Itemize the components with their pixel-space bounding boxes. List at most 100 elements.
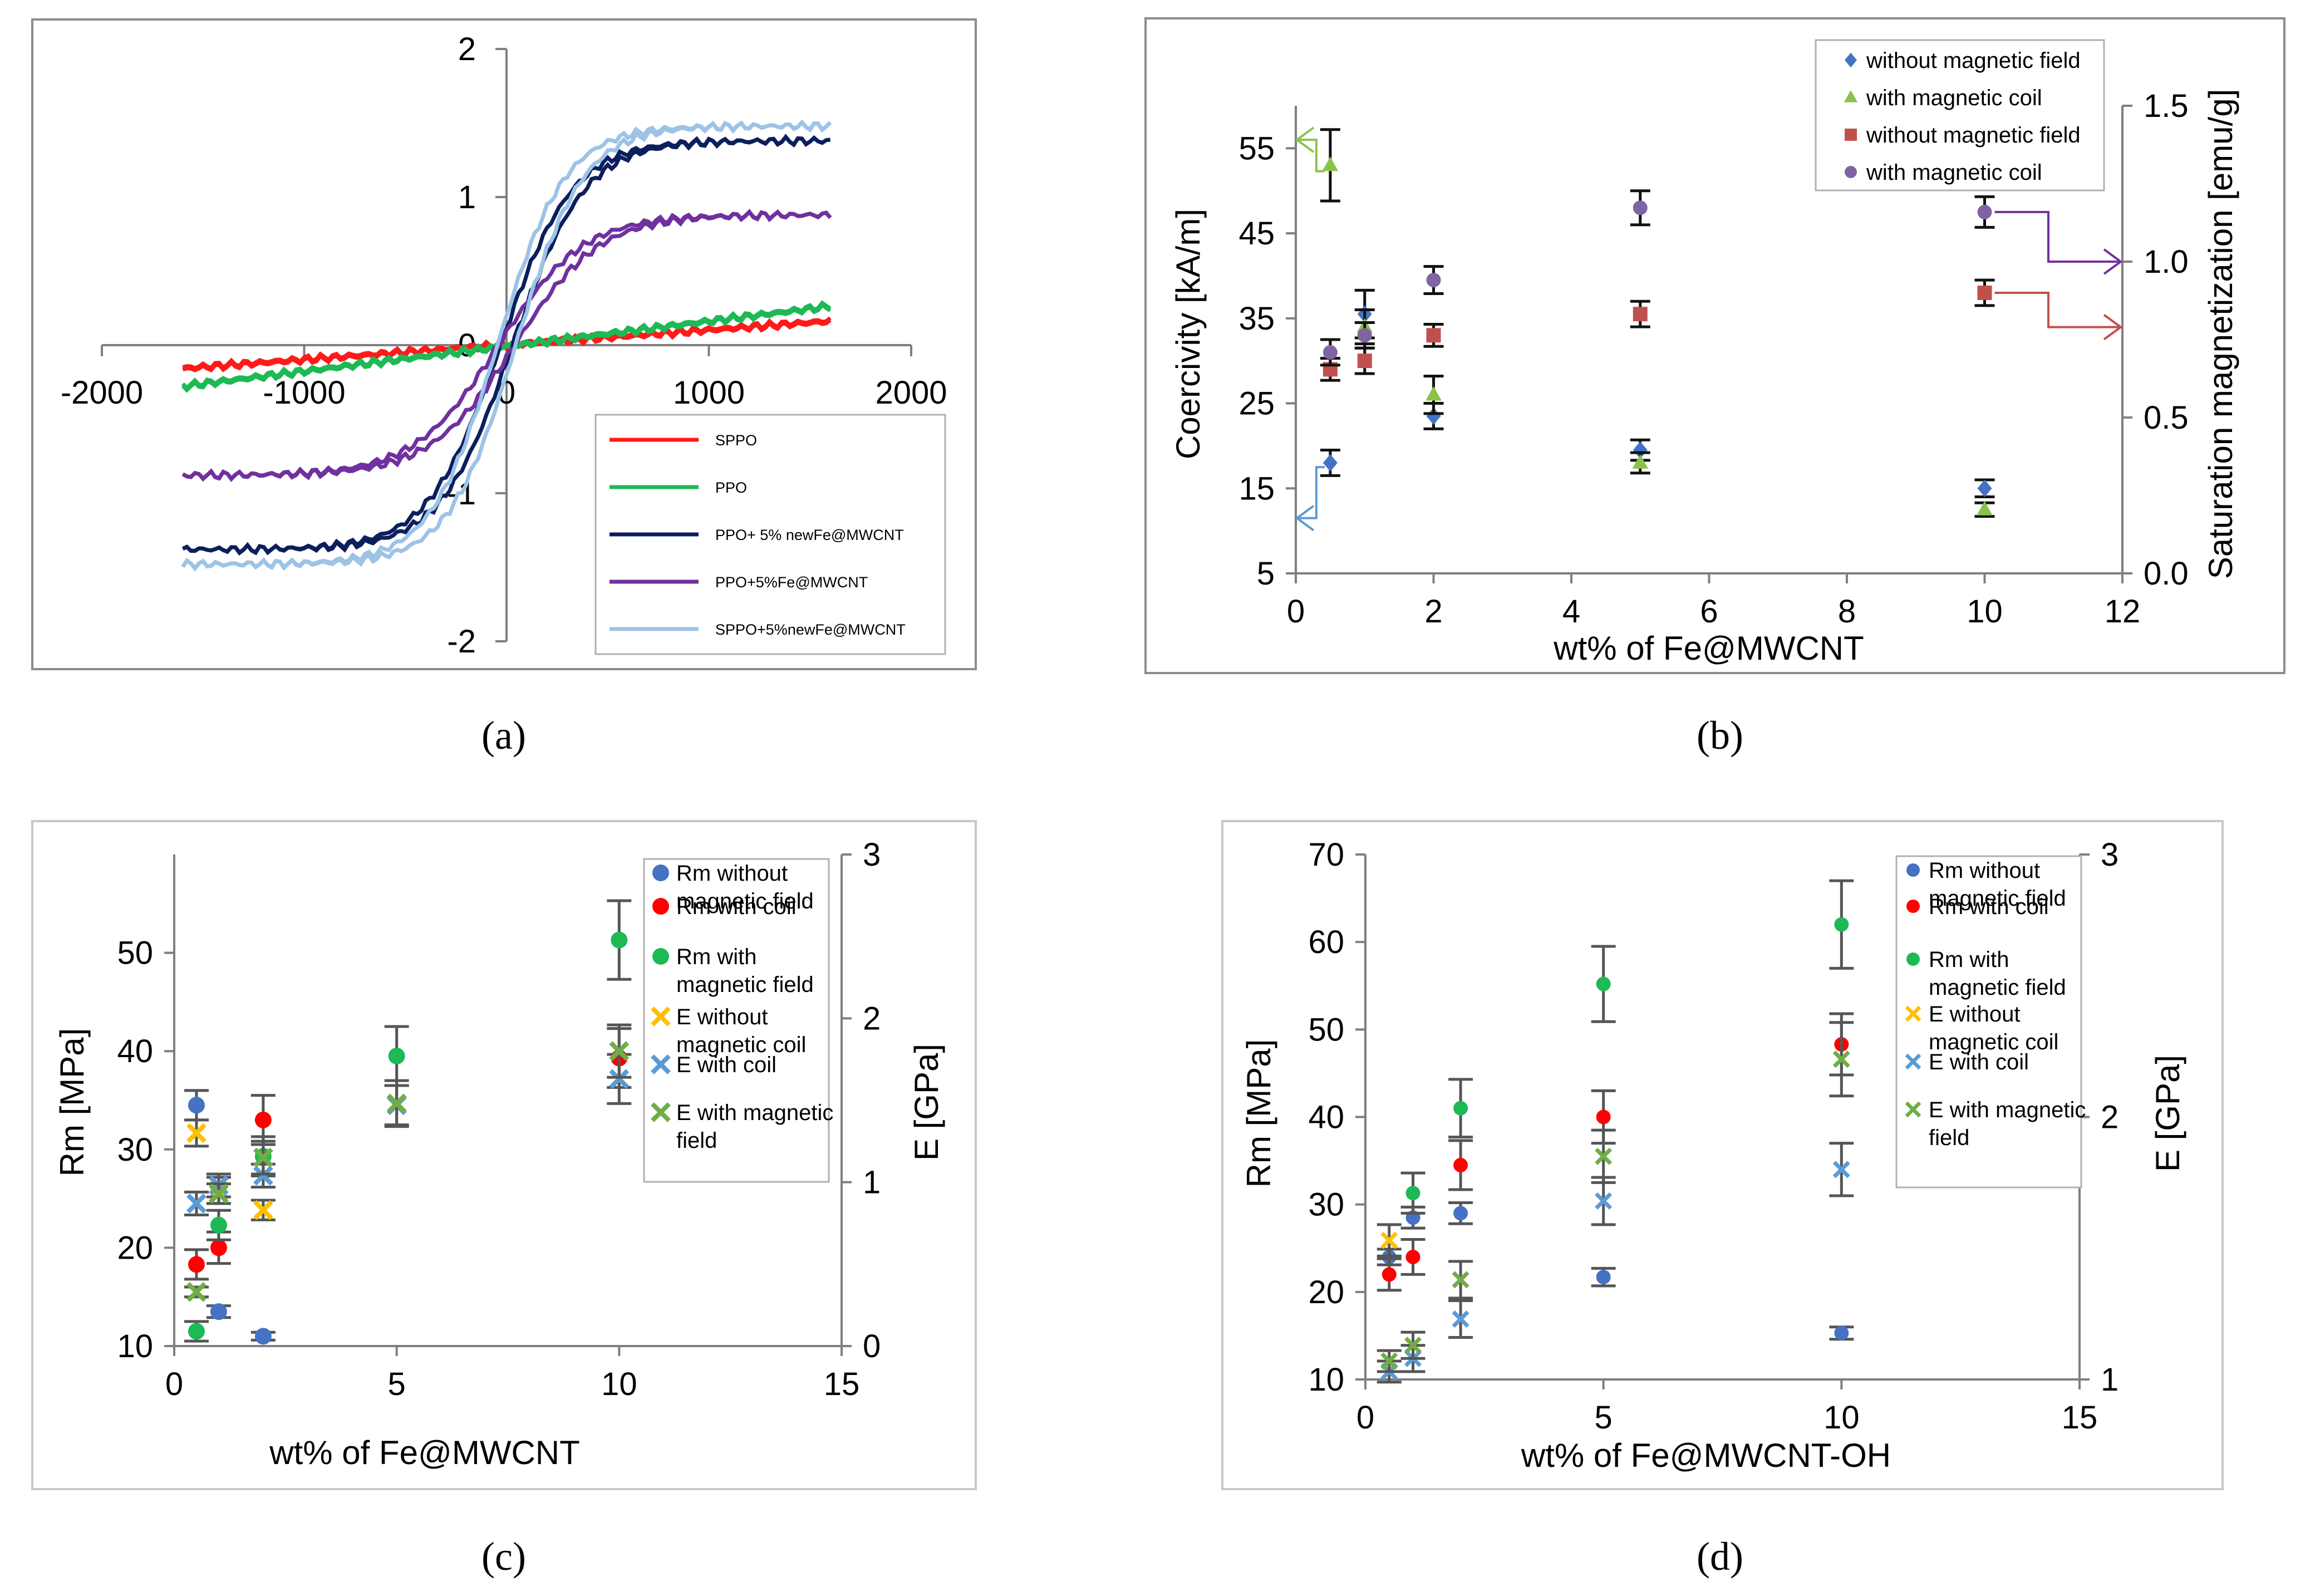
c-marker-stroke: [209, 1184, 229, 1204]
c-marker: [652, 865, 669, 881]
d-marker-stroke: [1595, 1147, 1613, 1165]
d-marker: [1832, 1161, 1850, 1178]
b-y2-tick-label: 0.0: [2144, 556, 2189, 592]
a-legend-label: PPO+5%Fe@MWCNT: [715, 574, 868, 591]
b-y2-axis-title: Saturation magnetization [emu/g]: [2202, 89, 2239, 580]
c-marker: [253, 1147, 273, 1168]
d-marker: [1595, 1192, 1613, 1210]
c-marker: [388, 1048, 405, 1065]
d-y2-tick-label: 3: [2101, 837, 2119, 873]
d-marker: [1906, 863, 1920, 877]
a-x-tick-label: 2000: [875, 375, 947, 411]
b-axis-arrow: [1994, 210, 2121, 263]
d-marker: [1453, 1206, 1468, 1221]
c-marker-stroke: [253, 1200, 273, 1220]
b-marker: [1977, 479, 1992, 497]
d-marker: [1382, 1267, 1397, 1282]
c-marker: [188, 1097, 205, 1114]
c-marker-stroke: [386, 1093, 407, 1114]
b-marker: [1357, 328, 1372, 343]
d-x-tick-label: 15: [2062, 1399, 2098, 1436]
caption-b: (b): [1697, 713, 1743, 758]
d-y-tick-label: 60: [1308, 924, 1344, 960]
c-marker-stroke: [186, 1123, 207, 1143]
b-x-axis-title: wt% of Fe@MWCNT: [1553, 630, 1864, 667]
c-legend-label: Rm with coil: [676, 895, 797, 919]
b-y-tick-label: 5: [1257, 556, 1275, 592]
b-x-tick-label: 0: [1287, 593, 1305, 630]
b-x-tick-label: 6: [1700, 593, 1718, 630]
d-marker: [1404, 1337, 1422, 1354]
c-y-tick-label: 20: [117, 1230, 153, 1266]
panel-d-legend-box: [1895, 855, 2082, 1189]
b-marker: [1323, 345, 1338, 360]
b-legend-label: without magnetic field: [1866, 48, 2081, 73]
c-legend-label: field: [676, 1128, 717, 1153]
a-legend-label: PPO: [715, 479, 747, 496]
b-marker: [1323, 454, 1338, 472]
b-y-tick-label: 55: [1238, 130, 1275, 166]
b-legend-label: with magnetic coil: [1866, 86, 2042, 110]
c-marker: [652, 948, 669, 965]
c-y2-axis-title: E [GPa]: [908, 1044, 945, 1161]
d-y2-tick-label: 1: [2101, 1362, 2119, 1398]
b-marker: [1633, 200, 1648, 215]
panel-d-strength-chart: 0 5 10 15 10 20 30 40 50 60 70 1 2 3 wt% of Fe@MWCNT-O…: [1221, 820, 2224, 1490]
d-y2-axis-title: E [GPa]: [2149, 1055, 2186, 1172]
d-marker: [1453, 1157, 1468, 1172]
c-legend-label: Rm without: [676, 861, 788, 886]
b-marker: [1426, 386, 1442, 401]
c-marker: [609, 1041, 630, 1062]
c-y2-tick-label: 0: [863, 1328, 881, 1364]
b-legend-label: without magnetic field: [1866, 123, 2081, 148]
b-x-tick-label: 10: [1967, 593, 2003, 630]
c-y2-tick-label: 1: [863, 1165, 881, 1201]
c-legend-label: E with coil: [676, 1053, 776, 1077]
panel-c-legend-box: [643, 858, 830, 1183]
d-marker: [1380, 1352, 1398, 1370]
c-x-axis-title: wt% of Fe@MWCNT: [269, 1434, 580, 1471]
c-marker: [652, 898, 669, 915]
b-y-axis-title: Coercivity [kA/m]: [1169, 209, 1207, 459]
d-marker: [1905, 1053, 1921, 1070]
b-marker: [1426, 328, 1441, 343]
panel-c-axes: 0 5 10 15 10 20 30 40 50 0 1 2 3 wt% of Fe@MWCNT Rm [M…: [53, 837, 945, 1471]
d-legend-label: E with magnetic: [1929, 1098, 2086, 1122]
d-y-tick-label: 10: [1308, 1362, 1344, 1398]
b-marker: [1633, 441, 1648, 459]
a-y-tick-label: 1: [458, 179, 476, 215]
b-marker: [1845, 129, 1857, 141]
a-legend-label: PPO+ 5% newFe@MWCNT: [715, 527, 904, 543]
c-legend-label: magnetic field: [676, 889, 814, 914]
c-marker: [253, 1165, 273, 1186]
c-x-tick-label: 0: [165, 1366, 183, 1402]
d-marker-stroke: [1595, 1192, 1613, 1210]
d-y2-tick-label: 2: [2101, 1099, 2119, 1136]
c-legend-label: Rm with: [676, 945, 756, 969]
c-marker: [253, 1200, 273, 1220]
b-marker: [1844, 90, 1858, 102]
b-marker: [1633, 307, 1648, 322]
b-y2-tick-label: 0.5: [2144, 400, 2189, 436]
b-y-tick-label: 45: [1238, 215, 1275, 252]
c-marker-stroke: [253, 1165, 273, 1186]
c-marker-stroke: [651, 1006, 671, 1027]
a-series-line: [182, 318, 832, 372]
b-axis-arrow-head: [2103, 248, 2123, 275]
d-marker: [1905, 1101, 1921, 1118]
a-x-tick-label: -1000: [263, 375, 345, 411]
c-marker: [651, 1054, 671, 1074]
b-y2-tick-label: 1.5: [2144, 88, 2189, 124]
d-marker: [1905, 1005, 1921, 1022]
b-marker: [1977, 500, 1993, 515]
b-y-tick-label: 35: [1238, 301, 1275, 337]
d-legend-label: magnetic field: [1929, 886, 2066, 911]
panel-c-strength-chart: 0 5 10 15 10 20 30 40 50 0 1 2 3 wt% of Fe@MWCNT Rm [M…: [31, 820, 977, 1490]
b-y-tick-label: 15: [1238, 470, 1275, 507]
b-axis-arrow-head: [2103, 313, 2123, 341]
d-y-tick-label: 30: [1308, 1187, 1344, 1223]
c-marker: [209, 1184, 229, 1204]
b-marker: [1357, 353, 1372, 369]
d-marker: [1453, 1101, 1468, 1116]
